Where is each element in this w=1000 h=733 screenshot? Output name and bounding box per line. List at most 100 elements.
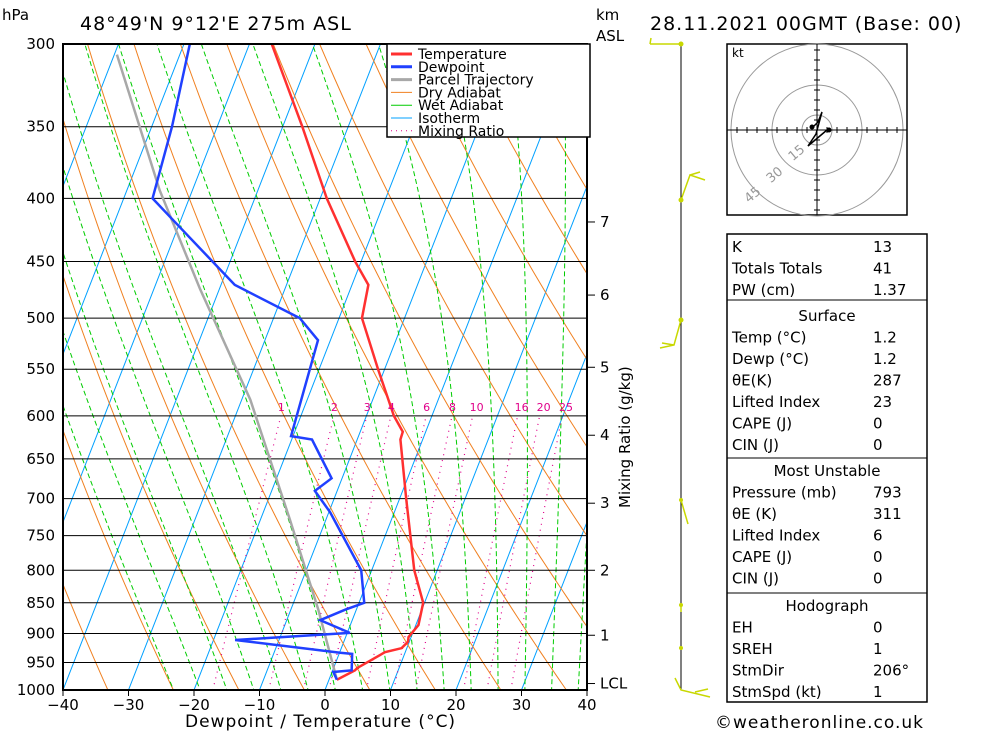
mixing-ratio-line bbox=[393, 415, 453, 690]
isobars bbox=[63, 43, 587, 691]
dewpoint-line bbox=[151, 44, 366, 681]
index-label: Lifted Index bbox=[732, 527, 820, 545]
x-tick-label: 20 bbox=[446, 696, 465, 714]
index-value: 6 bbox=[873, 527, 883, 545]
background-lines bbox=[63, 44, 587, 690]
km-tick-label: 2 bbox=[600, 561, 610, 579]
y-tick-label: 800 bbox=[26, 561, 55, 579]
parcel-trajectory-line bbox=[115, 54, 339, 681]
dry-adiabat-line bbox=[133, 44, 436, 690]
x-tick-label: −20 bbox=[178, 696, 210, 714]
y-tick-label: 550 bbox=[26, 360, 55, 378]
mixing-ratio-line bbox=[328, 415, 392, 690]
isotherm-line bbox=[63, 44, 316, 690]
dry-adiabat-line bbox=[411, 44, 587, 361]
copyright: ©weatheronline.co.uk bbox=[715, 713, 924, 733]
index-value: 0 bbox=[873, 619, 883, 637]
index-label: CAPE (J) bbox=[732, 548, 792, 566]
axes: 3003504004505005506006507007508008509009… bbox=[17, 35, 628, 714]
index-label: K bbox=[732, 238, 743, 256]
isotherm-line bbox=[455, 352, 587, 690]
y-tick-label: 900 bbox=[26, 624, 55, 642]
mixing-ratio-label: 20 bbox=[537, 401, 551, 414]
mixing-ratio-label: 6 bbox=[423, 401, 430, 414]
dry-adiabat-line bbox=[63, 583, 109, 690]
isotherm-line bbox=[63, 44, 250, 524]
km-tick-label: 7 bbox=[600, 213, 610, 231]
index-label: Totals Totals bbox=[731, 260, 823, 278]
y-tick-label: 850 bbox=[26, 594, 55, 612]
index-value: 793 bbox=[873, 484, 902, 502]
legend-label: Wet Adiabat bbox=[418, 98, 504, 114]
mixing-ratio-label: 4 bbox=[388, 401, 395, 414]
x-tick-label: 10 bbox=[381, 696, 400, 714]
wet-adiabat-line bbox=[63, 404, 175, 690]
y-tick-label: 650 bbox=[26, 450, 55, 468]
y-tick-label: 450 bbox=[26, 253, 55, 271]
isotherm-line bbox=[63, 44, 185, 356]
km-tick-label: 3 bbox=[600, 494, 610, 512]
dry-adiabat-line bbox=[87, 44, 371, 690]
index-value: 0 bbox=[873, 548, 883, 566]
index-value: 23 bbox=[873, 393, 892, 411]
asl-label: ASL bbox=[596, 27, 625, 45]
dry-adiabat-line bbox=[272, 44, 587, 628]
y-tick-label: 700 bbox=[26, 490, 55, 508]
mixing-ratio-label: 8 bbox=[449, 401, 456, 414]
wet-adiabat-line bbox=[311, 44, 445, 690]
index-label: θE(K) bbox=[732, 372, 772, 390]
km-tick-label: LCL bbox=[600, 675, 628, 693]
wet-adiabat-line bbox=[63, 329, 201, 690]
wet-adiabat-line bbox=[63, 70, 282, 690]
wet-adiabat-line bbox=[252, 44, 418, 690]
wet-adiabat-line bbox=[377, 44, 472, 690]
wet-adiabat-line bbox=[63, 165, 255, 690]
y-tick-label: 300 bbox=[26, 35, 55, 53]
mixing-ratio-label: 25 bbox=[559, 401, 573, 414]
wet-adiabat-line bbox=[63, 250, 228, 690]
x-tick-label: −40 bbox=[47, 696, 79, 714]
index-value: 1 bbox=[873, 683, 883, 701]
mixing-ratio-line bbox=[510, 415, 563, 690]
section-title: Surface bbox=[798, 307, 855, 325]
isotherm-line bbox=[127, 44, 381, 690]
index-value: 0 bbox=[873, 570, 883, 588]
index-label: Temp (°C) bbox=[731, 329, 806, 347]
y-tick-label: 750 bbox=[26, 527, 55, 545]
index-value: 287 bbox=[873, 372, 902, 390]
temperature-line bbox=[270, 44, 425, 681]
hodograph: kt 15 30 45 bbox=[726, 43, 908, 217]
isotherm-line bbox=[324, 44, 578, 690]
isotherm-line bbox=[258, 44, 512, 690]
y-tick-label: 1000 bbox=[17, 681, 55, 699]
wind-barb bbox=[680, 499, 689, 525]
location-title: 48°49'N 9°12'E 275m ASL bbox=[80, 13, 352, 35]
index-value: 1.2 bbox=[873, 329, 897, 347]
section-title: Most Unstable bbox=[774, 462, 881, 480]
index-value: 0 bbox=[873, 415, 883, 433]
mixing-ratio-label: 10 bbox=[470, 401, 484, 414]
index-label: StmDir bbox=[732, 662, 785, 680]
x-axis-label: Dewpoint / Temperature (°C) bbox=[185, 712, 456, 732]
dry-adiabat-line bbox=[63, 428, 174, 690]
index-label: StmSpd (kt) bbox=[732, 683, 822, 701]
index-label: Dewp (°C) bbox=[732, 350, 809, 368]
legend-label: Temperature bbox=[417, 47, 507, 63]
mixing-ratio-axis-label: Mixing Ratio (g/kg) bbox=[616, 366, 634, 508]
wet-adiabat-line bbox=[200, 44, 391, 690]
index-label: EH bbox=[732, 619, 753, 637]
hodograph-unit: kt bbox=[732, 46, 744, 60]
hodograph-trace bbox=[807, 111, 828, 147]
km-tick-label: 1 bbox=[600, 626, 610, 644]
plot-frame bbox=[62, 43, 588, 691]
dry-adiabat-line bbox=[63, 274, 240, 690]
index-value: 13 bbox=[873, 238, 892, 256]
mixing-ratio-line bbox=[365, 415, 427, 690]
index-label: SREH bbox=[732, 640, 773, 658]
mixing-ratio-line bbox=[415, 415, 474, 690]
legend-label: Parcel Trajectory bbox=[418, 73, 534, 89]
wet-adiabat-line bbox=[118, 44, 336, 690]
x-tick-label: 40 bbox=[577, 696, 596, 714]
